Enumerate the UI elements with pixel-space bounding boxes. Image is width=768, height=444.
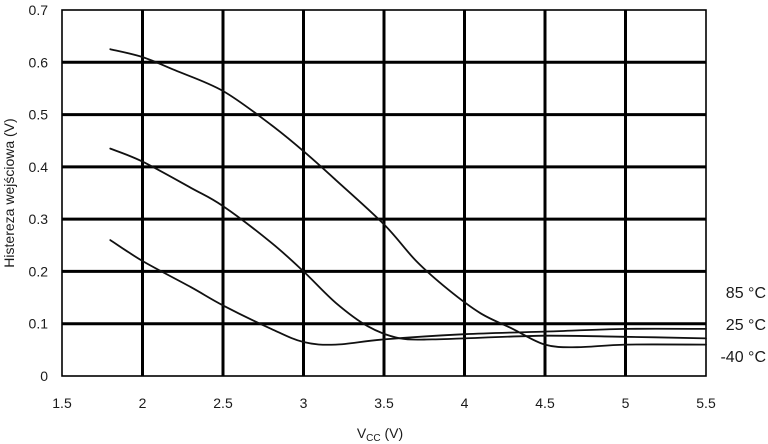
series-layer xyxy=(109,48,707,349)
series-line-1 xyxy=(109,147,707,341)
x-axis-title: VCC (V) xyxy=(357,425,403,444)
y-tick-label: 0.3 xyxy=(29,211,49,227)
series-label-2: -40 °C xyxy=(720,349,766,366)
x-tick-label: 2 xyxy=(139,395,147,411)
y-tick-label: 0.1 xyxy=(29,316,49,332)
y-tick-label: 0.7 xyxy=(29,2,49,18)
y-axis-title: Histereza wejściowa (V) xyxy=(1,118,17,267)
x-tick-label: 1.5 xyxy=(52,395,72,411)
x-tick-label: 2.5 xyxy=(213,395,233,411)
y-tick-label: 0.2 xyxy=(29,263,49,279)
x-tick-label: 5 xyxy=(622,395,630,411)
series-label-0: 85 °C xyxy=(726,285,766,302)
series-labels: 85 °C 25 °C -40 °C xyxy=(720,285,766,366)
y-tick-label: 0.5 xyxy=(29,107,49,123)
series-line-2 xyxy=(109,239,707,346)
y-tick-label: 0.4 xyxy=(29,159,49,175)
y-tick-label: 0.6 xyxy=(29,54,49,70)
x-axis-title-main: V xyxy=(357,425,367,441)
x-tick-label: 4.5 xyxy=(535,395,555,411)
x-tick-label: 5.5 xyxy=(696,395,716,411)
x-tick-labels: 1.5 2 2.5 3 3.5 4 4.5 5 5.5 xyxy=(52,395,716,411)
x-tick-label: 4 xyxy=(461,395,469,411)
x-tick-label: 3.5 xyxy=(374,395,394,411)
x-axis-title-unit: (V) xyxy=(381,425,404,441)
series-label-1: 25 °C xyxy=(726,317,766,334)
x-axis-title-sub: CC xyxy=(366,433,380,444)
y-tick-label: 0 xyxy=(40,368,48,384)
grid-lines xyxy=(62,10,706,376)
series-line-0 xyxy=(109,48,707,349)
x-tick-label: 3 xyxy=(300,395,308,411)
y-tick-labels: 0 0.1 0.2 0.3 0.4 0.5 0.6 0.7 xyxy=(29,2,49,384)
plot-frame xyxy=(61,9,707,377)
